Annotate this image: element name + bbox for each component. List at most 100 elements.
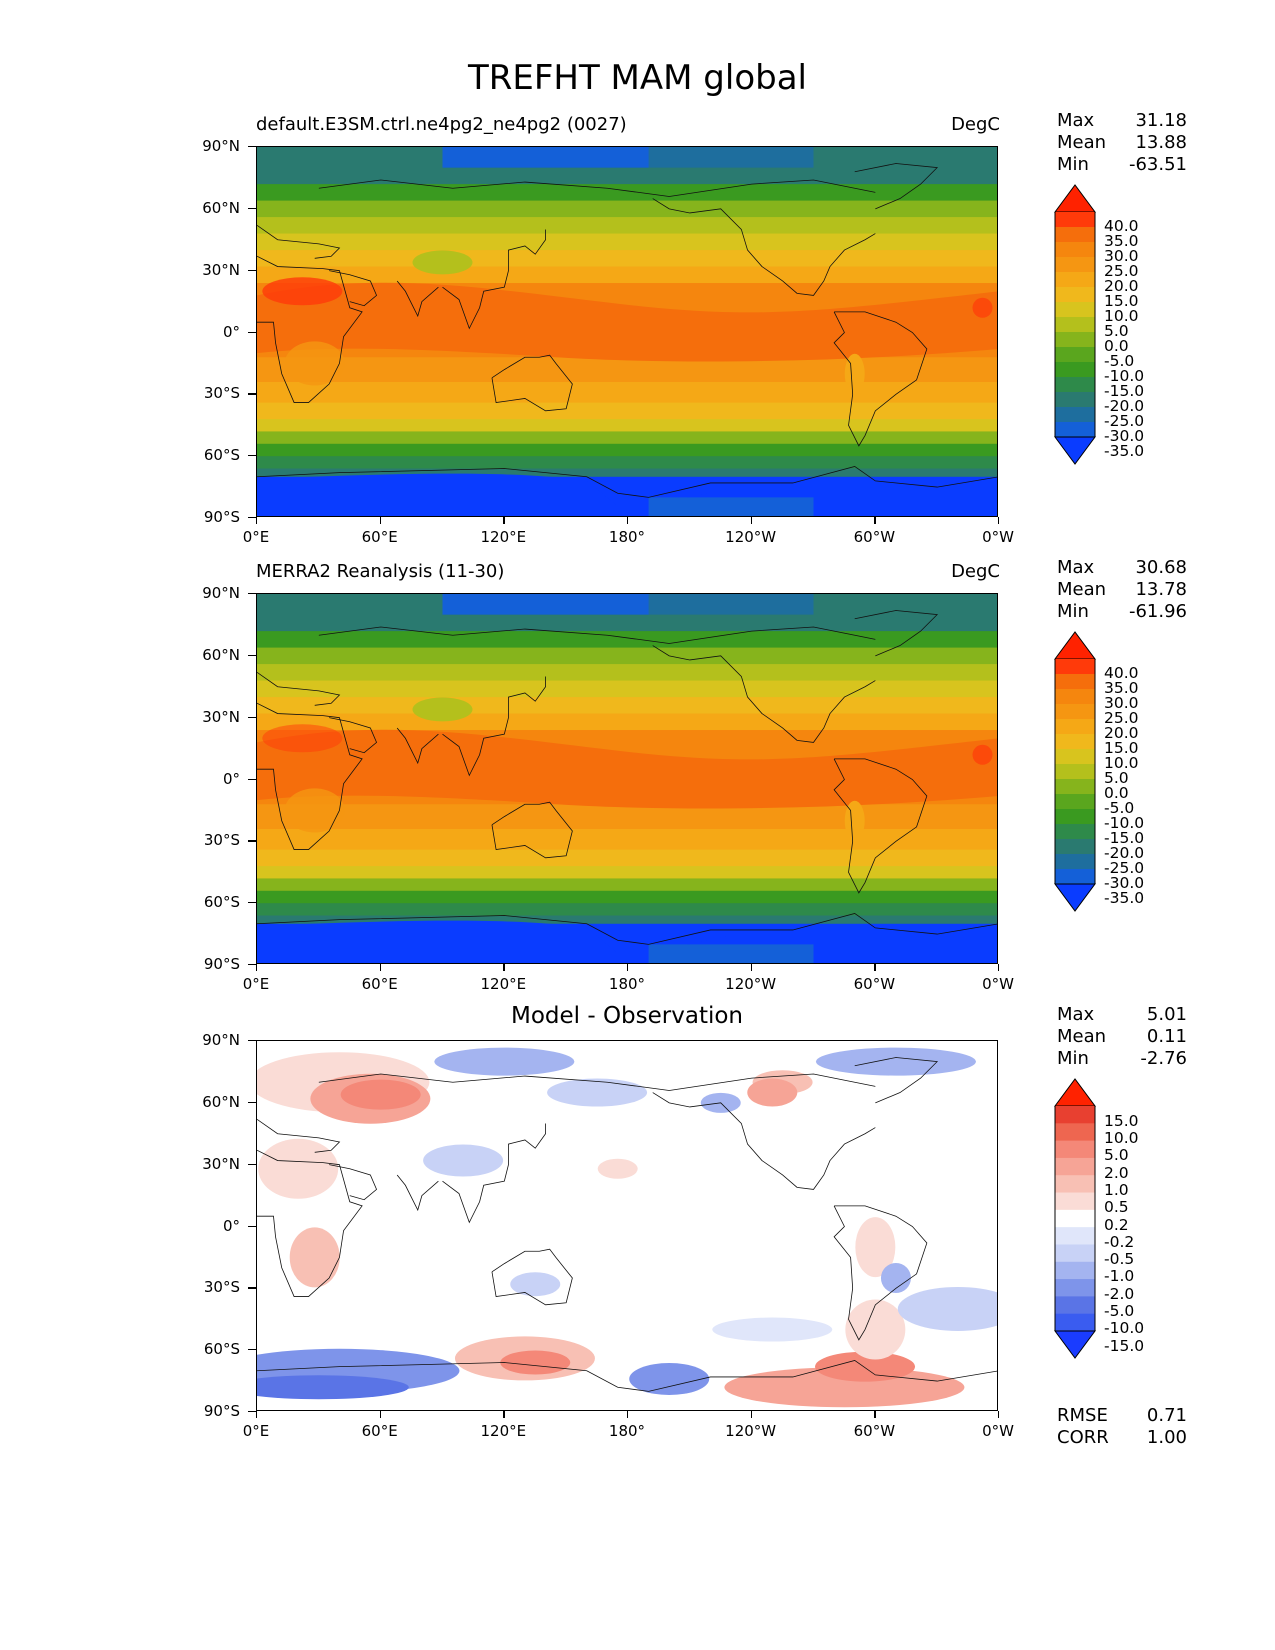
lon-tick — [379, 517, 381, 524]
temperature-band — [257, 443, 997, 457]
coastline — [257, 466, 997, 498]
lat-tick-label: 90°N — [202, 584, 240, 602]
lon-tick-label: 60°W — [853, 975, 896, 993]
temperature-band — [257, 217, 997, 235]
lon-tick-label: 0°E — [242, 528, 270, 546]
tibetan-plateau-cold — [412, 697, 473, 722]
coastline — [491, 354, 573, 412]
colorbar-segment — [1055, 674, 1095, 690]
colorbar-tick-label: -10.0 — [1104, 1319, 1145, 1338]
temperature-band — [257, 903, 997, 917]
panel-difference: Model - Observation 90°N 60°N 30°N 0° 30°S 60… — [0, 1003, 1275, 1510]
cold-bias-region — [547, 1078, 648, 1107]
colorbar-min-extension — [1054, 1330, 1096, 1359]
max-label: Max — [1057, 1004, 1095, 1025]
lon-tick-label: 60°E — [361, 1422, 398, 1440]
sahara-hotspot — [262, 277, 343, 306]
skill-metrics: RMSE 0.71 CORR 1.00 — [1057, 1405, 1187, 1449]
colorbar-tick-label: 5.0 — [1104, 768, 1129, 787]
lat-tick-label: 60°N — [202, 645, 240, 664]
min-label: Min — [1057, 601, 1089, 622]
field-stats: Max 31.18 Mean 13.88 Min -63.51 — [1057, 110, 1187, 176]
colorbar-tick-label: -30.0 — [1104, 873, 1145, 892]
lon-tick — [874, 1411, 876, 1418]
colorbar-max-extension — [1054, 631, 1096, 660]
coastline — [257, 224, 341, 259]
temperature-band — [257, 233, 997, 251]
max-value: 31.18 — [1135, 110, 1187, 131]
colorbar-outline — [1054, 659, 1096, 884]
lat-tick — [248, 716, 256, 718]
colorbar-tick-label: 20.0 — [1104, 723, 1139, 742]
colorbar-tick-label: -10.0 — [1104, 366, 1145, 385]
colorbar-min-extension — [1054, 436, 1096, 465]
lon-tick-label: 0°W — [982, 975, 1014, 993]
colorbar-segment — [1055, 1123, 1095, 1142]
lat-tick — [248, 778, 256, 780]
lat-tick-label: 90°S — [203, 1402, 240, 1420]
lon-tick — [998, 517, 1000, 524]
lon-tick — [379, 964, 381, 971]
colorbar-tick-label: 10.0 — [1104, 753, 1139, 772]
coastline — [854, 163, 939, 210]
lon-tick — [627, 1411, 629, 1418]
temperature-band — [257, 890, 997, 904]
map-difference — [256, 1040, 998, 1411]
lat-tick — [248, 331, 256, 333]
colorbar-segment — [1055, 1244, 1095, 1263]
coastline — [442, 1123, 546, 1224]
temperature-band — [257, 431, 997, 445]
temperature-band — [257, 250, 997, 268]
lat-tick — [248, 207, 256, 210]
panel-units: DegC — [951, 114, 1000, 135]
lon-tick — [503, 517, 505, 524]
colorbar-segment — [1055, 749, 1095, 765]
lon-tick — [503, 1411, 505, 1418]
colorbar-tick-label: 10.0 — [1104, 1128, 1139, 1147]
colorbar-segment — [1055, 332, 1095, 348]
lon-tick — [998, 1411, 1000, 1418]
colorbar-tick-label: -30.0 — [1104, 426, 1145, 445]
temperature-band — [257, 468, 997, 478]
colorbar-svg — [1054, 631, 1096, 912]
coastline — [318, 179, 876, 197]
lat-tick — [248, 1163, 256, 1165]
temperature-band — [257, 266, 997, 284]
colorbar-segment — [1055, 317, 1095, 333]
colorbar-tick-label: 30.0 — [1104, 693, 1139, 712]
panel-title: Model - Observation — [510, 1003, 744, 1029]
colorbar-segment — [1055, 302, 1095, 318]
max-value: 5.01 — [1146, 1004, 1187, 1025]
lon-tick-label: 60°E — [361, 528, 398, 546]
lat-tick — [248, 840, 256, 842]
coastline — [318, 1073, 876, 1091]
lat-tick — [248, 902, 256, 904]
colorbar-tick-label: 30.0 — [1104, 246, 1139, 265]
sahara-hotspot — [262, 724, 343, 753]
warm-bias-region — [289, 1227, 340, 1288]
lat-tick-label: 90°N — [202, 1031, 240, 1049]
rmse-label: RMSE — [1057, 1405, 1108, 1426]
temperature-band — [257, 828, 997, 851]
coastline — [257, 913, 997, 945]
colorbar-tick-label: -5.0 — [1104, 1302, 1135, 1321]
southern-africa-region — [284, 341, 345, 386]
cold-bias-region — [423, 1144, 504, 1177]
coastline — [491, 1248, 573, 1306]
lat-tick — [248, 517, 256, 519]
field-stats: Max 5.01 Mean 0.11 Min -2.76 — [1057, 1004, 1187, 1070]
lat-tick — [248, 1349, 256, 1351]
lon-tick-label: 60°W — [853, 528, 896, 546]
lat-tick-label: 30°N — [202, 707, 240, 726]
temperature-band — [257, 419, 997, 433]
coastline — [652, 198, 876, 296]
colorbar-segment — [1055, 287, 1095, 303]
colorbar-segment — [1055, 1157, 1095, 1176]
lon-tick-label: 120°W — [725, 975, 777, 993]
lat-tick-label: 60°N — [202, 198, 240, 217]
figure-title: TREFHT MAM global — [467, 58, 807, 98]
lat-tick-label: 60°S — [203, 893, 240, 912]
map-model — [256, 146, 998, 517]
colorbar-segment — [1055, 839, 1095, 855]
lat-tick-label: 0° — [222, 322, 240, 341]
